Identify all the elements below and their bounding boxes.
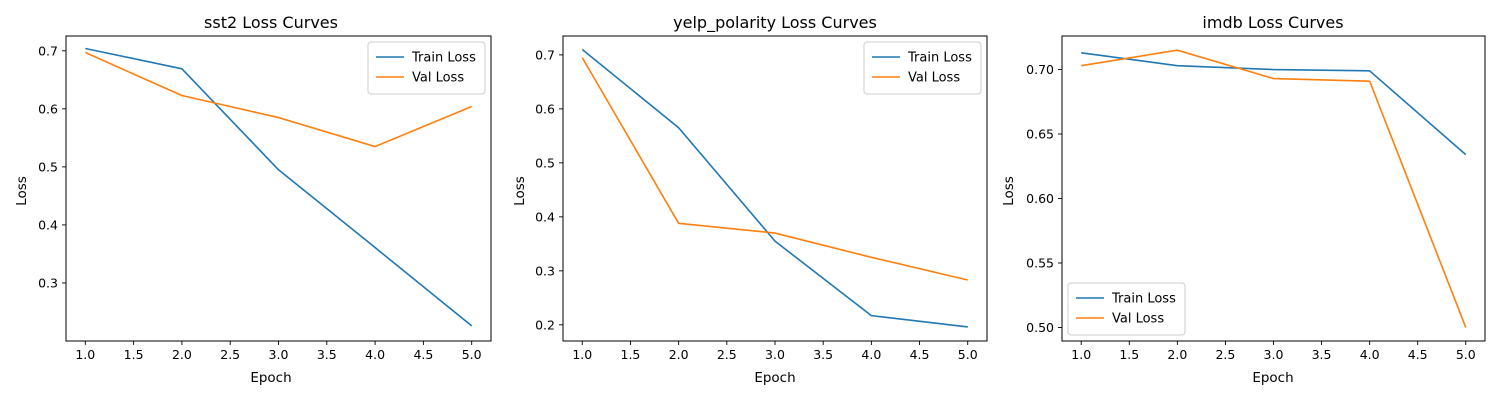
plot-lines — [1081, 49, 1467, 328]
y-axis-label: Loss — [14, 176, 30, 206]
x-axis-label: Epoch — [1252, 370, 1293, 386]
series-line — [84, 51, 472, 148]
legend-label: Train Loss — [1111, 292, 1176, 307]
y-tick-label: 0.60 — [1026, 191, 1054, 206]
axes-frame — [1061, 35, 1486, 342]
x-tick-label: 2.0 — [1167, 347, 1187, 362]
x-tick-label: 3.0 — [269, 347, 289, 362]
x-tick-label: 5.0 — [958, 347, 978, 362]
axis-ticks: 1.0 1.5 2.0 2.5 3.0 3.5 4.0 4.5 5.0 0.50 0.55 0.60 0… — [1026, 62, 1476, 362]
legend-box — [1067, 282, 1186, 336]
legend-box — [367, 41, 486, 95]
x-tick-label: 3.5 — [1312, 347, 1332, 362]
x-tick-label: 3.0 — [1264, 347, 1284, 362]
y-tick-label: 0.7 — [535, 47, 555, 62]
chart-title: sst2 Loss Curves — [204, 13, 338, 32]
x-tick-label: 4.5 — [413, 347, 433, 362]
series-line — [581, 48, 968, 328]
legend: Train Loss Val Loss — [367, 41, 486, 95]
legend-label: Val Loss — [908, 71, 960, 86]
x-tick-label: 2.0 — [669, 347, 689, 362]
x-tick-label: 1.0 — [572, 347, 592, 362]
chart-title: yelp_polarity Loss Curves — [673, 13, 877, 33]
x-tick-label: 2.0 — [172, 347, 192, 362]
y-tick-label: 0.6 — [38, 101, 58, 116]
legend-label: Val Loss — [1112, 312, 1164, 327]
x-tick-label: 1.0 — [1071, 347, 1091, 362]
legend: Train Loss Val Loss — [863, 41, 982, 95]
plot-lines — [581, 48, 968, 328]
axis-ticks: 1.0 1.5 2.0 2.5 3.0 3.5 4.0 4.5 5.0 0.3 0.4 0.5 0.6 0… — [38, 43, 482, 362]
chart-panel-yelp-polarity: yelp_polarity Loss Curves Epoch Loss 1.0… — [512, 13, 988, 386]
y-tick-label: 0.50 — [1026, 320, 1054, 335]
x-axis-label: Epoch — [754, 370, 795, 386]
y-axis-label: Loss — [512, 176, 528, 206]
y-axis-label: Loss — [1001, 176, 1017, 206]
x-tick-label: 4.0 — [365, 347, 385, 362]
x-tick-label: 4.0 — [1360, 347, 1380, 362]
legend-label: Train Loss — [907, 51, 972, 66]
axes-frame — [562, 35, 988, 342]
y-tick-label: 0.70 — [1026, 62, 1054, 77]
legend: Train Loss Val Loss — [1067, 282, 1186, 336]
x-axis-label: Epoch — [250, 370, 291, 386]
x-tick-label: 5.0 — [1456, 347, 1476, 362]
x-tick-label: 1.0 — [75, 347, 95, 362]
x-tick-label: 2.5 — [220, 347, 240, 362]
y-tick-label: 0.4 — [535, 209, 555, 224]
x-tick-label: 5.0 — [462, 347, 482, 362]
series-line — [1081, 49, 1467, 328]
legend-label: Val Loss — [412, 71, 464, 86]
x-tick-label: 4.5 — [1408, 347, 1428, 362]
y-tick-label: 0.55 — [1026, 255, 1054, 270]
plot-lines — [84, 47, 473, 327]
y-tick-label: 0.5 — [535, 155, 555, 170]
x-tick-label: 4.0 — [861, 347, 881, 362]
y-tick-label: 0.65 — [1026, 127, 1054, 142]
series-line — [85, 47, 473, 327]
x-tick-label: 4.5 — [910, 347, 930, 362]
y-tick-label: 0.6 — [535, 101, 555, 116]
series-line — [581, 57, 968, 281]
x-tick-label: 3.5 — [813, 347, 833, 362]
x-tick-label: 3.5 — [317, 347, 337, 362]
y-tick-label: 0.4 — [38, 217, 58, 232]
legend-box — [863, 41, 982, 95]
x-tick-label: 3.0 — [765, 347, 785, 362]
y-tick-label: 0.3 — [38, 275, 58, 290]
x-tick-label: 2.5 — [1215, 347, 1235, 362]
y-tick-label: 0.2 — [535, 317, 555, 332]
chart-title: imdb Loss Curves — [1202, 13, 1343, 32]
y-tick-label: 0.7 — [38, 43, 58, 58]
series-line — [1081, 51, 1467, 156]
y-tick-label: 0.5 — [38, 159, 58, 174]
x-tick-label: 1.5 — [621, 347, 641, 362]
x-tick-label: 1.5 — [124, 347, 144, 362]
axis-ticks: 1.0 1.5 2.0 2.5 3.0 3.5 4.0 4.5 5.0 0.2 0.3 0.4 0.5 0… — [535, 47, 978, 362]
x-tick-label: 1.5 — [1119, 347, 1139, 362]
chart-panel-sst2: sst2 Loss Curves Epoch Loss 1.0 1.5 2.0 2.5… — [14, 13, 492, 386]
legend-label: Train Loss — [411, 51, 476, 66]
chart-panel-imdb: imdb Loss Curves Epoch Loss 1.0 1.5 2.0 2.5… — [1001, 13, 1486, 386]
y-tick-label: 0.3 — [535, 263, 555, 278]
x-tick-label: 2.5 — [717, 347, 737, 362]
axes-frame — [65, 35, 492, 342]
